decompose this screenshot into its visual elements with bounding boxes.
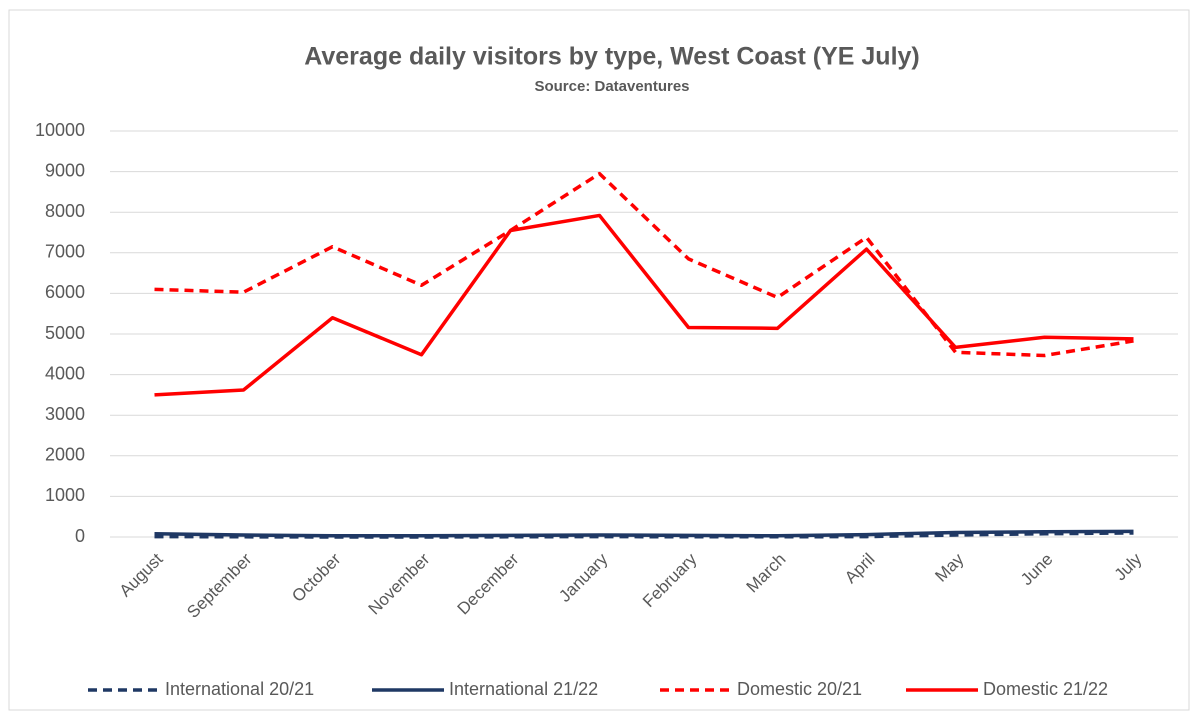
series-line <box>154 171 1134 358</box>
y-tick-label: 6000 <box>45 282 85 302</box>
legend-label: Domestic 21/22 <box>983 679 1108 699</box>
y-tick-label: 7000 <box>45 242 85 262</box>
series-line <box>154 213 1134 397</box>
series-line <box>154 529 1134 538</box>
legend-label: Domestic 20/21 <box>737 679 862 699</box>
legend-label: International 21/22 <box>449 679 598 699</box>
y-tick-label: 10000 <box>35 120 85 140</box>
y-tick-label: 2000 <box>45 445 85 465</box>
y-tick-label: 4000 <box>45 363 85 383</box>
series-line <box>154 531 1134 539</box>
chart-subtitle: Source: Dataventures <box>534 78 689 95</box>
y-tick-label: 8000 <box>45 201 85 221</box>
chart-border <box>8 9 1190 711</box>
y-tick-label: 5000 <box>45 323 85 343</box>
y-tick-label: 1000 <box>45 485 85 505</box>
chart-title: Average daily visitors by type, West Coa… <box>304 43 920 71</box>
y-tick-label: 3000 <box>45 404 85 424</box>
legend-label: International 20/21 <box>165 679 314 699</box>
y-tick-label: 0 <box>75 526 85 546</box>
y-tick-label: 9000 <box>45 160 85 180</box>
